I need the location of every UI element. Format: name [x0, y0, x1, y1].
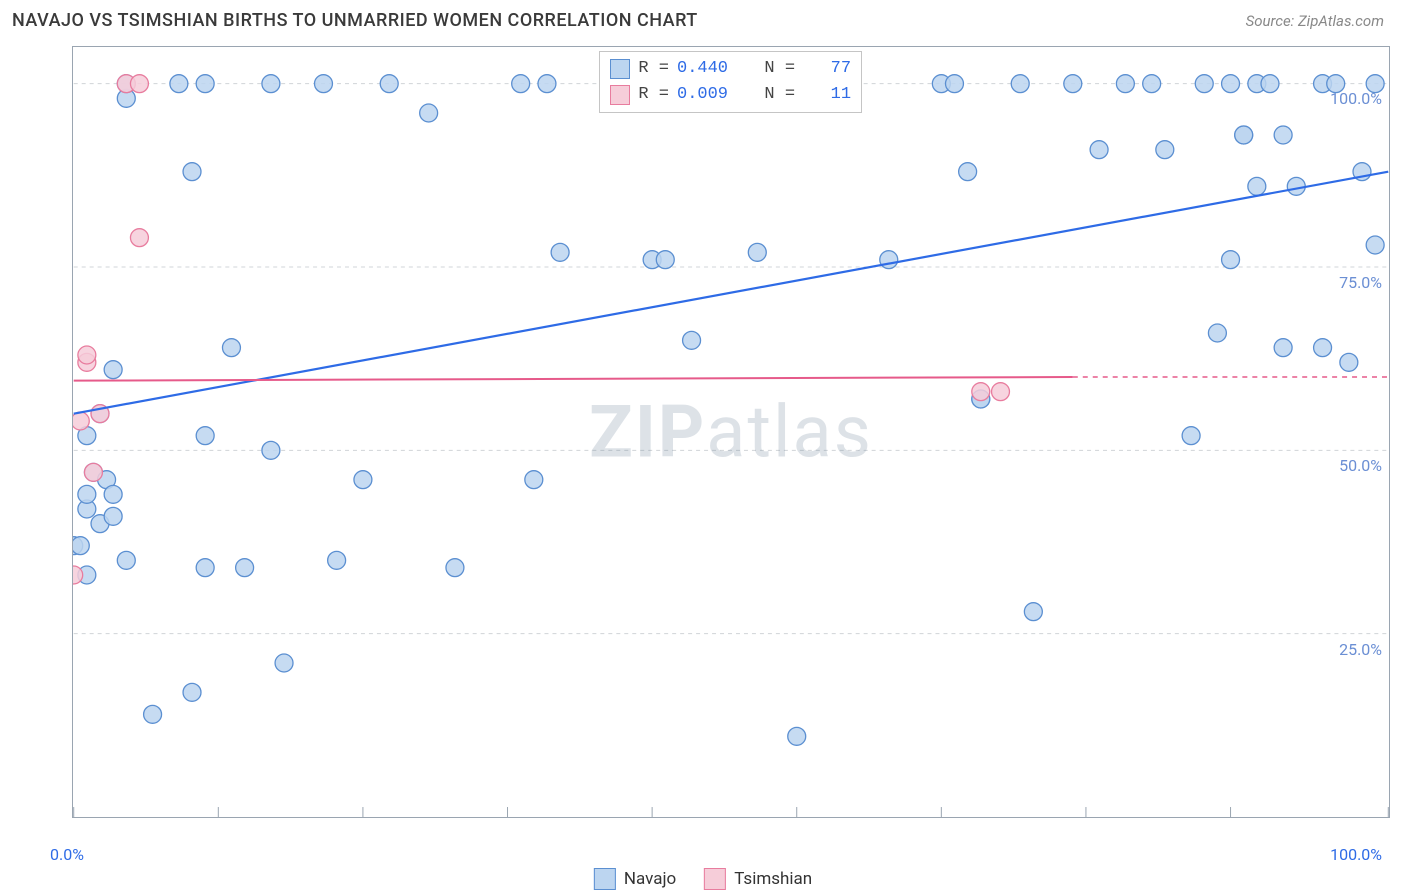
scatter-point: [1261, 75, 1279, 93]
chart-title: NAVAJO VS TSIMSHIAN BIRTHS TO UNMARRIED …: [12, 10, 698, 31]
scatter-point: [183, 163, 201, 181]
scatter-point: [420, 104, 438, 122]
scatter-point: [1116, 75, 1134, 93]
scatter-point: [1287, 177, 1305, 195]
legend-swatch: [704, 868, 726, 890]
x-tick-label: 100.0%: [1330, 845, 1382, 864]
scatter-point: [1064, 75, 1082, 93]
scatter-point: [84, 463, 102, 481]
trend-line: [74, 377, 1073, 381]
scatter-point: [315, 75, 333, 93]
scatter-point: [1143, 75, 1161, 93]
x-tick-label: 0.0%: [50, 845, 84, 864]
scatter-point: [683, 331, 701, 349]
scatter-point: [880, 251, 898, 269]
scatter-point: [1340, 353, 1358, 371]
scatter-point: [117, 551, 135, 569]
title-row: NAVAJO VS TSIMSHIAN BIRTHS TO UNMARRIED …: [0, 10, 1406, 31]
chart-source: Source: ZipAtlas.com: [1246, 12, 1384, 30]
scatter-point: [1248, 177, 1266, 195]
legend-swatch: [594, 868, 616, 890]
scatter-point: [446, 559, 464, 577]
scatter-point: [275, 654, 293, 672]
chart-container: NAVAJO VS TSIMSHIAN BIRTHS TO UNMARRIED …: [0, 0, 1406, 892]
scatter-point: [1274, 126, 1292, 144]
scatter-point: [551, 243, 569, 261]
scatter-point: [1182, 427, 1200, 445]
plot-svg: [73, 47, 1389, 817]
scatter-point: [1195, 75, 1213, 93]
legend-label: Tsimshian: [734, 869, 812, 889]
scatter-point: [73, 412, 89, 430]
scatter-point: [170, 75, 188, 93]
y-tick-label: 50.0%: [1339, 456, 1382, 475]
scatter-point: [222, 339, 240, 357]
y-tick-label: 75.0%: [1339, 273, 1382, 292]
scatter-point: [130, 75, 148, 93]
scatter-point: [1011, 75, 1029, 93]
y-tick-label: 25.0%: [1339, 640, 1382, 659]
scatter-point: [104, 361, 122, 379]
legend-item: Navajo: [594, 868, 676, 890]
scatter-point: [104, 507, 122, 525]
corr-legend-row: R = 0.440 N = 77: [610, 56, 851, 82]
legend-item: Tsimshian: [704, 868, 812, 890]
scatter-point: [183, 683, 201, 701]
scatter-point: [262, 75, 280, 93]
scatter-point: [144, 705, 162, 723]
scatter-point: [73, 537, 89, 555]
scatter-point: [656, 251, 674, 269]
scatter-point: [262, 441, 280, 459]
scatter-point: [959, 163, 977, 181]
scatter-point: [196, 427, 214, 445]
scatter-point: [1366, 236, 1384, 254]
plot-area: ZIPatlas R = 0.440 N = 77R = 0.009 N = 1…: [72, 46, 1390, 818]
scatter-point: [1235, 126, 1253, 144]
scatter-point: [788, 727, 806, 745]
series-legend: Navajo Tsimshian: [594, 868, 812, 890]
scatter-point: [748, 243, 766, 261]
y-tick-label: 100.0%: [1330, 89, 1382, 108]
correlation-legend: R = 0.440 N = 77R = 0.009 N = 11: [599, 51, 862, 113]
scatter-point: [104, 485, 122, 503]
scatter-point: [992, 383, 1010, 401]
scatter-point: [972, 383, 990, 401]
scatter-point: [512, 75, 530, 93]
legend-swatch: [610, 59, 630, 79]
scatter-point: [1024, 603, 1042, 621]
scatter-point: [1090, 141, 1108, 159]
scatter-point: [328, 551, 346, 569]
scatter-point: [1156, 141, 1174, 159]
scatter-point: [946, 75, 964, 93]
scatter-point: [1208, 324, 1226, 342]
scatter-point: [354, 471, 372, 489]
scatter-point: [1222, 75, 1240, 93]
scatter-point: [78, 485, 96, 503]
corr-legend-row: R = 0.009 N = 11: [610, 82, 851, 108]
legend-label: Navajo: [624, 869, 676, 889]
scatter-point: [78, 346, 96, 364]
scatter-point: [236, 559, 254, 577]
scatter-point: [538, 75, 556, 93]
scatter-point: [1314, 339, 1332, 357]
scatter-point: [380, 75, 398, 93]
legend-swatch: [610, 85, 630, 105]
scatter-point: [196, 75, 214, 93]
scatter-point: [196, 559, 214, 577]
scatter-point: [525, 471, 543, 489]
scatter-point: [1274, 339, 1292, 357]
scatter-point: [1222, 251, 1240, 269]
scatter-point: [130, 229, 148, 247]
